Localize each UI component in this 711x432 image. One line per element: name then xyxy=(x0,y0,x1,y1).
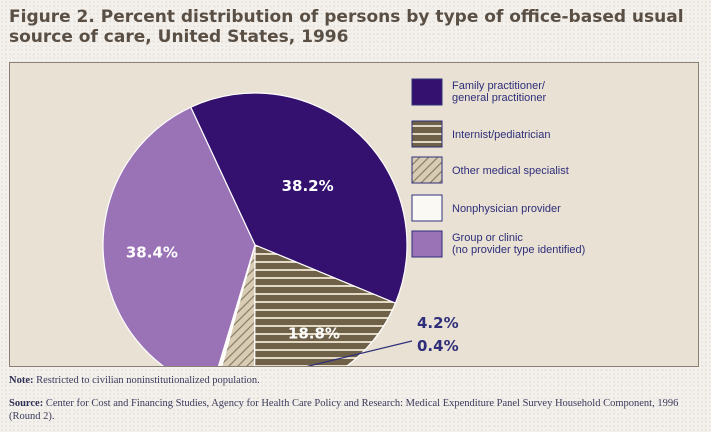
legend-label-internist: Internist/pediatrician xyxy=(452,129,550,141)
data-label-other: 4.2% xyxy=(417,314,459,332)
legend-label-family: Family practitioner/general practitioner xyxy=(452,80,547,104)
data-label-internist: 18.8% xyxy=(288,325,340,343)
source-text: Center for Cost and Financing Studies, A… xyxy=(9,398,679,422)
legend-swatch-nonphysician xyxy=(411,194,443,222)
data-label-nonphysician: 0.4% xyxy=(417,337,459,355)
note-label: Note: xyxy=(9,375,34,386)
chart-source: Source: Center for Cost and Financing St… xyxy=(9,397,699,423)
legend-swatch-other xyxy=(411,156,443,184)
note-text: Restricted to civilian noninstitutionali… xyxy=(33,375,260,386)
chart-title: Figure 2. Percent distribution of person… xyxy=(9,7,684,47)
leader-line-nonphysician xyxy=(306,340,413,366)
legend-swatch-family xyxy=(411,78,443,106)
legend-label-nonphysician: Nonphysician provider xyxy=(452,203,561,215)
pie-slice-internist xyxy=(253,244,397,366)
pie-slice-group xyxy=(102,106,256,366)
data-label-family: 38.2% xyxy=(282,177,334,195)
legend-label-other: Other medical specialist xyxy=(452,165,569,177)
data-label-group: 38.4% xyxy=(126,243,178,261)
chart-note: Note: Restricted to civilian noninstitut… xyxy=(9,374,699,387)
legend-label-group: Group or clinic (no provider type identif… xyxy=(452,232,585,256)
source-label: Source: xyxy=(9,398,44,409)
chart-panel: 38.2% 18.8% 4.2% 0.4% 38.4% Family practitio… xyxy=(9,62,699,367)
pie-slice-family xyxy=(189,92,408,305)
pie-chart: 38.2% 18.8% 4.2% 0.4% 38.4% Family practitio… xyxy=(102,78,585,366)
legend-swatch-internist xyxy=(411,120,443,148)
legend-swatch-group xyxy=(411,230,443,258)
